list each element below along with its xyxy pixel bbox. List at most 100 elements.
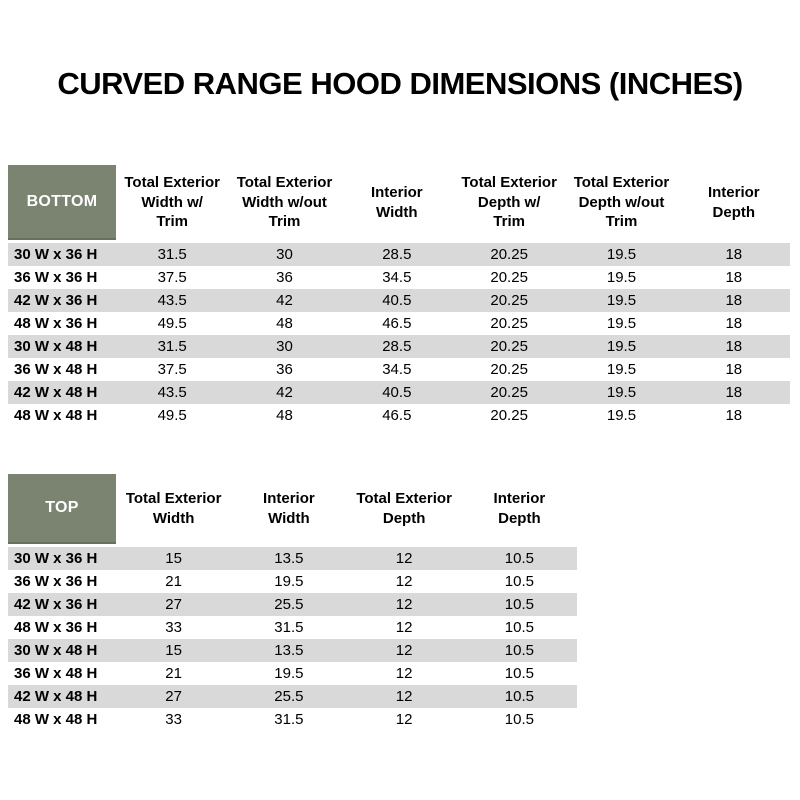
size-label: 42 W x 36 H: [14, 292, 98, 309]
dimension-value: 40.5: [382, 384, 412, 401]
dimension-value: 18: [725, 269, 743, 286]
top-dimensions-table: TOP Total Exterior Width Interior Width To…: [8, 474, 577, 731]
dimension-value: 18: [725, 315, 743, 332]
dimension-value: 10.5: [504, 550, 534, 567]
dimension-value: 40.5: [382, 292, 412, 309]
top-table-row: 42 W x 36 H 27 25.5 12 10.5: [8, 593, 577, 616]
dimension-value: 21: [165, 573, 182, 590]
dimension-value: 15: [165, 550, 182, 567]
top-column-header: Total Exterior Width: [125, 490, 222, 527]
dimension-value: 25.5: [274, 688, 304, 705]
bottom-column-header: Total Exterior Depth w/ Trim: [461, 173, 557, 231]
dimension-value: 18: [725, 292, 743, 309]
bottom-table-row: 48 W x 36 H 49.5 48 46.5 20.25 19.5 18: [8, 312, 790, 335]
size-label: 30 W x 36 H: [14, 246, 98, 263]
bottom-table-body: 30 W x 36 H 31.5 30 28.5 20.25 19.5 18 36 W x 3…: [8, 243, 790, 427]
dimension-value: 15: [165, 642, 182, 659]
dimension-value: 12: [395, 711, 413, 728]
dimension-value: 31.5: [157, 246, 187, 263]
dimension-value: 18: [725, 361, 743, 378]
size-label: 42 W x 48 H: [14, 384, 98, 401]
dimension-value: 10.5: [504, 619, 534, 636]
dimension-value: 19.5: [606, 315, 637, 332]
dimension-value: 19.5: [606, 407, 637, 424]
size-label: 48 W x 48 H: [14, 407, 98, 424]
size-label: 30 W x 48 H: [14, 338, 98, 355]
top-table-row: 42 W x 48 H 27 25.5 12 10.5: [8, 685, 577, 708]
bottom-column-header: Interior Depth: [707, 183, 760, 221]
dimension-value: 18: [725, 246, 743, 263]
page-title: CURVED RANGE HOOD DIMENSIONS (INCHES): [57, 66, 743, 101]
top-table-header-row: TOP Total Exterior Width Interior Width To…: [8, 474, 577, 544]
dimension-value: 48: [276, 315, 293, 332]
dimension-value: 18: [725, 384, 743, 401]
dimension-value: 46.5: [382, 315, 412, 332]
bottom-table-row: 30 W x 36 H 31.5 30 28.5 20.25 19.5 18: [8, 243, 790, 266]
bottom-table-row: 42 W x 36 H 43.5 42 40.5 20.25 19.5 18: [8, 289, 790, 312]
dimension-value: 30: [276, 246, 293, 263]
size-label: 36 W x 36 H: [14, 269, 98, 286]
size-label: 48 W x 36 H: [14, 619, 98, 636]
size-label: 36 W x 48 H: [14, 665, 98, 682]
size-label: 42 W x 48 H: [14, 688, 98, 705]
dimension-value: 25.5: [274, 596, 304, 613]
top-table-row: 48 W x 48 H 33 31.5 12 10.5: [8, 708, 577, 731]
dimension-value: 12: [395, 596, 413, 613]
dimension-value: 20.25: [490, 269, 528, 286]
dimension-value: 36: [276, 361, 293, 378]
size-label: 48 W x 48 H: [14, 711, 98, 728]
size-label: 36 W x 36 H: [14, 573, 98, 590]
dimension-value: 31.5: [157, 338, 187, 355]
dimension-value: 12: [395, 665, 413, 682]
dimension-value: 12: [395, 688, 413, 705]
top-table-row: 48 W x 36 H 33 31.5 12 10.5: [8, 616, 577, 639]
dimension-value: 49.5: [157, 407, 187, 424]
dimension-value: 10.5: [504, 573, 534, 590]
dimension-value: 31.5: [274, 619, 304, 636]
bottom-table-row: 36 W x 36 H 37.5 36 34.5 20.25 19.5 18: [8, 266, 790, 289]
dimension-value: 36: [276, 269, 293, 286]
dimension-value: 20.25: [490, 338, 528, 355]
bottom-table-row: 36 W x 48 H 37.5 36 34.5 20.25 19.5 18: [8, 358, 790, 381]
dimension-value: 34.5: [382, 269, 412, 286]
dimension-value: 20.25: [490, 246, 528, 263]
dimension-value: 33: [165, 711, 182, 728]
dimension-value: 37.5: [157, 269, 187, 286]
dimension-value: 12: [395, 642, 413, 659]
dimension-value: 43.5: [157, 384, 187, 401]
dimension-value: 21: [165, 665, 182, 682]
dimension-value: 20.25: [490, 361, 528, 378]
size-label: 42 W x 36 H: [14, 596, 98, 613]
bottom-dimensions-table: BOTTOM Total Exterior Width w/ Trim Total…: [8, 165, 790, 427]
bottom-column-header: Total Exterior Depth w/out Trim: [573, 173, 670, 231]
dimension-value: 20.25: [490, 315, 528, 332]
dimension-value: 42: [276, 292, 293, 309]
bottom-column-header: Interior Width: [370, 183, 423, 221]
dimension-value: 19.5: [606, 384, 637, 401]
dimension-value: 27: [165, 688, 182, 705]
dimension-value: 19.5: [606, 246, 637, 263]
dimension-value: 19.5: [606, 361, 637, 378]
bottom-table-header-row: BOTTOM Total Exterior Width w/ Trim Total…: [8, 165, 790, 240]
top-column-header: Interior Depth: [493, 490, 546, 527]
dimension-value: 27: [165, 596, 182, 613]
dimension-value: 19.5: [274, 665, 304, 682]
top-table-row: 30 W x 48 H 15 13.5 12 10.5: [8, 639, 577, 662]
top-table-row: 30 W x 36 H 15 13.5 12 10.5: [8, 547, 577, 570]
dimension-value: 37.5: [157, 361, 187, 378]
dimension-value: 12: [395, 619, 413, 636]
dimension-value: 48: [276, 407, 293, 424]
dimension-value: 12: [395, 573, 413, 590]
dimension-value: 33: [165, 619, 182, 636]
bottom-table-corner-label: BOTTOM: [8, 165, 116, 240]
bottom-table-row: 42 W x 48 H 43.5 42 40.5 20.25 19.5 18: [8, 381, 790, 404]
bottom-table-row: 30 W x 48 H 31.5 30 28.5 20.25 19.5 18: [8, 335, 790, 358]
dimension-value: 13.5: [274, 642, 304, 659]
top-table-body: 30 W x 36 H 15 13.5 12 10.5 36 W x 36 H 21 19.5…: [8, 547, 577, 731]
top-table-row: 36 W x 48 H 21 19.5 12 10.5: [8, 662, 577, 685]
dimension-value: 42: [276, 384, 293, 401]
dimension-value: 10.5: [504, 711, 534, 728]
bottom-column-header: Total Exterior Width w/out Trim: [236, 173, 333, 231]
top-column-header: Total Exterior Depth: [356, 490, 452, 527]
